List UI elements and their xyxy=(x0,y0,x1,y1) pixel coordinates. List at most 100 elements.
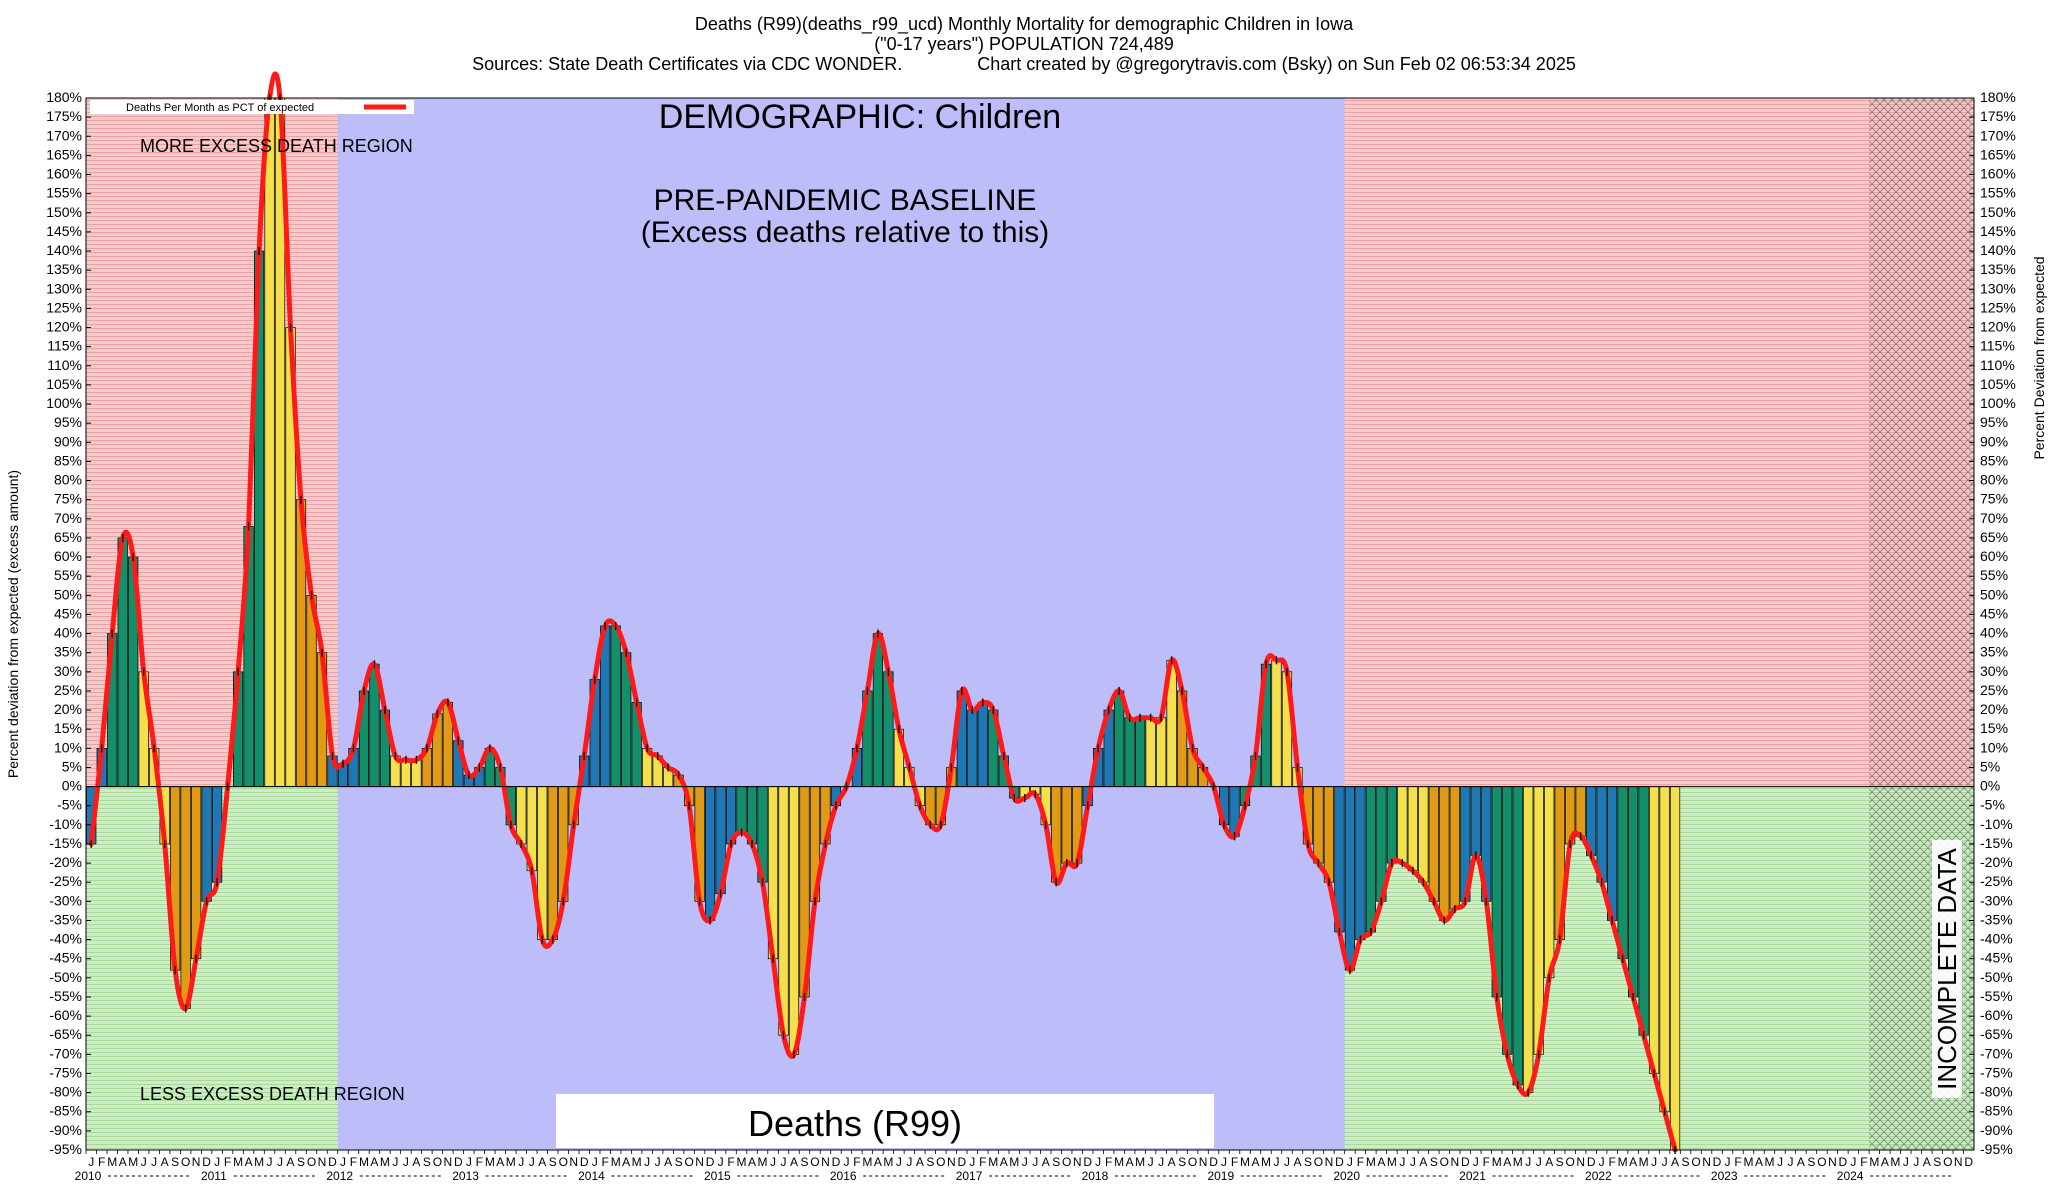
y-tick-label-left: -90% xyxy=(49,1122,82,1138)
y-tick-label-right: 10% xyxy=(1980,739,2008,755)
x-year-label: 2022 xyxy=(1585,1169,1612,1183)
x-month-label: D xyxy=(454,1155,463,1169)
y-tick-label-left: 100% xyxy=(46,395,82,411)
x-month-label: D xyxy=(1335,1155,1344,1169)
bar xyxy=(1648,786,1660,1074)
chart-title-block: Deaths (R99)(deaths_r99_ucd) Monthly Mor… xyxy=(0,14,2048,74)
x-month-label: J xyxy=(1599,1155,1605,1169)
x-year-label: 2014 xyxy=(578,1169,605,1183)
x-month-label: O xyxy=(559,1155,568,1169)
y-tick-label-right: 25% xyxy=(1980,682,2008,698)
y-tick-label-right: 160% xyxy=(1980,166,2016,182)
x-month-label: J xyxy=(1525,1155,1531,1169)
y-tick-label-right: 155% xyxy=(1980,185,2016,201)
baseline-region xyxy=(337,98,1345,1150)
x-month-label: J xyxy=(1725,1155,1731,1169)
y-tick-label-right: -35% xyxy=(1980,911,2013,927)
y-tick-label-right: -75% xyxy=(1980,1064,2013,1080)
x-month-label: A xyxy=(1000,1155,1008,1169)
bar xyxy=(1544,786,1555,979)
x-month-label: F xyxy=(853,1155,860,1169)
x-month-label: M xyxy=(233,1155,243,1169)
x-month-label: M xyxy=(1869,1155,1879,1169)
x-year-label: 2021 xyxy=(1459,1169,1486,1183)
x-month-label: F xyxy=(1231,1155,1238,1169)
y-tick-label-right: -95% xyxy=(1980,1141,2013,1157)
y-tick-label-right: -65% xyxy=(1980,1026,2013,1042)
y-tick-label-right: 75% xyxy=(1980,491,2008,507)
bar xyxy=(1669,786,1681,1151)
y-tick-label-right: 125% xyxy=(1980,299,2016,315)
y-tick-label-right: 150% xyxy=(1980,204,2016,220)
annotation-group: Deaths Per Month as PCT of expected DEMOG… xyxy=(90,98,1962,1148)
y-tick-label-left: 10% xyxy=(54,739,82,755)
more-excess-label: MORE EXCESS DEATH REGION xyxy=(140,136,413,156)
y-tick-label-left: 60% xyxy=(54,548,82,564)
bar xyxy=(1271,659,1282,787)
bar xyxy=(1617,786,1628,960)
x-month-label: J xyxy=(1787,1155,1793,1169)
x-month-label: J xyxy=(1473,1155,1479,1169)
series-line-group xyxy=(88,71,1678,1154)
x-month-label: O xyxy=(433,1155,442,1169)
x-month-label: M xyxy=(485,1155,495,1169)
y-axis-title-right: Percent Deviation from expected xyxy=(2031,256,2047,459)
x-year-label: 2012 xyxy=(326,1169,353,1183)
x-month-label: M xyxy=(1639,1155,1649,1169)
x-month-label: J xyxy=(1022,1155,1028,1169)
x-month-label: A xyxy=(370,1155,378,1169)
y-tick-label-left: -65% xyxy=(49,1026,82,1042)
x-month-label: O xyxy=(1188,1155,1197,1169)
x-month-label: D xyxy=(957,1155,966,1169)
y-tick-label-left: 20% xyxy=(54,701,82,717)
y-tick-label-left: 180% xyxy=(46,89,82,105)
y-tick-label-left: 115% xyxy=(47,338,82,354)
x-month-label: M xyxy=(128,1155,138,1169)
bar xyxy=(967,709,978,787)
x-month-label: D xyxy=(1461,1155,1470,1169)
x-month-label: J xyxy=(644,1155,650,1169)
x-year-label: 2019 xyxy=(1207,1169,1234,1183)
x-month-label: J xyxy=(403,1155,409,1169)
x-year-label: 2023 xyxy=(1711,1169,1738,1183)
x-month-label: M xyxy=(1261,1155,1271,1169)
x-month-label: S xyxy=(423,1155,431,1169)
y-tick-label-right: -60% xyxy=(1980,1007,2013,1023)
x-month-label: J xyxy=(1347,1155,1353,1169)
y-tick-label-right: -15% xyxy=(1980,835,2013,851)
cause-label-box xyxy=(556,1094,1214,1148)
y-tick-label-right: 0% xyxy=(1980,778,2000,794)
y-tick-label-left: 5% xyxy=(62,758,82,774)
x-year-label: 2010 xyxy=(75,1169,102,1183)
x-month-label: O xyxy=(1314,1155,1323,1169)
x-year-label: 2018 xyxy=(1082,1169,1109,1183)
x-month-label: N xyxy=(444,1155,453,1169)
x-month-label: J xyxy=(267,1155,273,1169)
y-tick-label-right: 100% xyxy=(1980,395,2016,411)
x-month-label: J xyxy=(518,1155,524,1169)
x-month-label: J xyxy=(214,1155,220,1169)
bar xyxy=(1659,786,1670,1113)
x-month-label: J xyxy=(1903,1155,1909,1169)
x-month-label: M xyxy=(883,1155,893,1169)
bar xyxy=(411,759,422,787)
x-month-label: M xyxy=(1890,1155,1900,1169)
y-tick-label-left: -50% xyxy=(49,969,82,985)
x-month-label: M xyxy=(1135,1155,1145,1169)
x-month-label: A xyxy=(412,1155,420,1169)
y-tick-label-left: 125% xyxy=(46,299,82,315)
y-tick-label-right: -80% xyxy=(1980,1084,2013,1100)
cause-label: Deaths (R99) xyxy=(748,1103,962,1144)
y-tick-label-right: 115% xyxy=(1980,338,2015,354)
bar xyxy=(201,786,212,902)
x-month-label: A xyxy=(496,1155,504,1169)
x-month-label: J xyxy=(1032,1155,1038,1169)
y-tick-label-left: 70% xyxy=(54,510,82,526)
y-tick-label-right: -85% xyxy=(1980,1103,2013,1119)
y-tick-label-left: 110% xyxy=(47,357,82,373)
y-tick-label-right: 55% xyxy=(1980,567,2008,583)
x-month-label: A xyxy=(1503,1155,1511,1169)
x-month-label: N xyxy=(1576,1155,1585,1169)
x-month-label: M xyxy=(1366,1155,1376,1169)
x-month-label: M xyxy=(611,1155,621,1169)
